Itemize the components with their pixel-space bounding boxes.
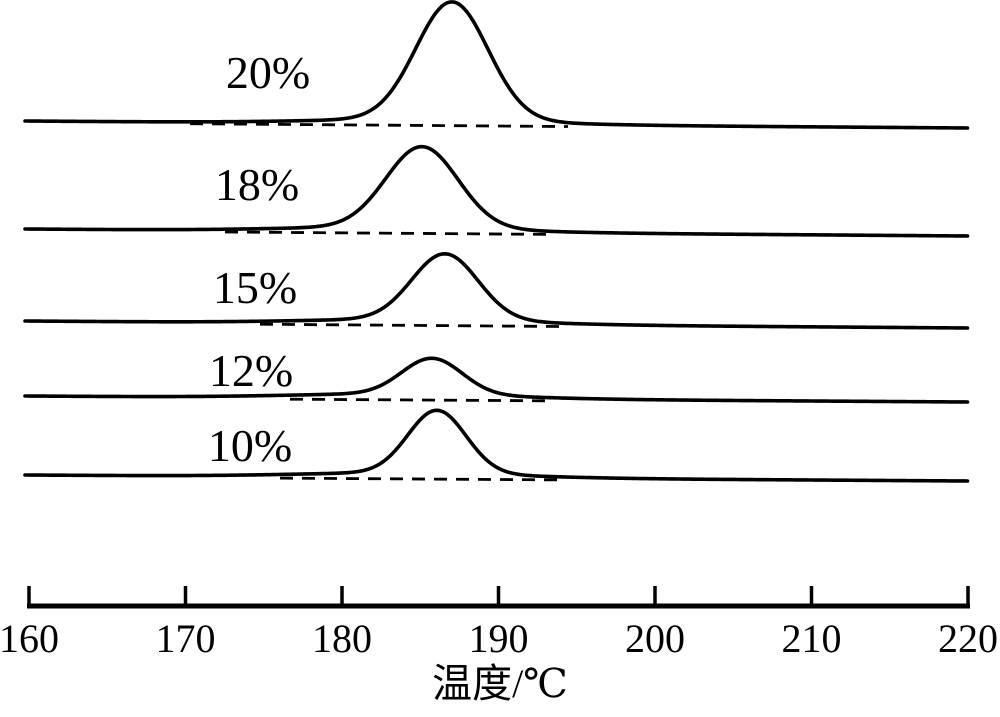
baseline-dash-12%: [289, 397, 553, 403]
series-label-15pct: 15%: [212, 262, 298, 313]
x-tick-label-180: 180: [312, 616, 372, 661]
baseline-dash-18%: [224, 230, 549, 236]
x-tick-label-190: 190: [468, 616, 529, 661]
curve-12%: [23, 356, 970, 404]
curve-18%: [23, 144, 970, 238]
series-label-18pct: 18%: [214, 159, 300, 210]
curve-20%: [23, 0, 970, 130]
series-label-12pct: 12%: [208, 345, 294, 396]
curve-10%: [23, 408, 970, 483]
x-axis-title: 温度/℃: [432, 661, 568, 706]
x-tick-label-160: 160: [0, 616, 59, 661]
series-label-10pct: 10%: [207, 420, 293, 471]
x-tick-label-170: 170: [155, 616, 216, 661]
baseline-dash-15%: [259, 322, 561, 328]
curve-15%: [23, 252, 970, 330]
baseline-dash-10%: [279, 476, 566, 482]
baseline-dash-20%: [189, 122, 569, 128]
x-tick-label-200: 200: [625, 616, 685, 661]
x-tick-label-220: 220: [938, 616, 998, 661]
series-label-20pct: 20%: [225, 47, 311, 98]
x-tick-label-210: 210: [781, 616, 842, 661]
